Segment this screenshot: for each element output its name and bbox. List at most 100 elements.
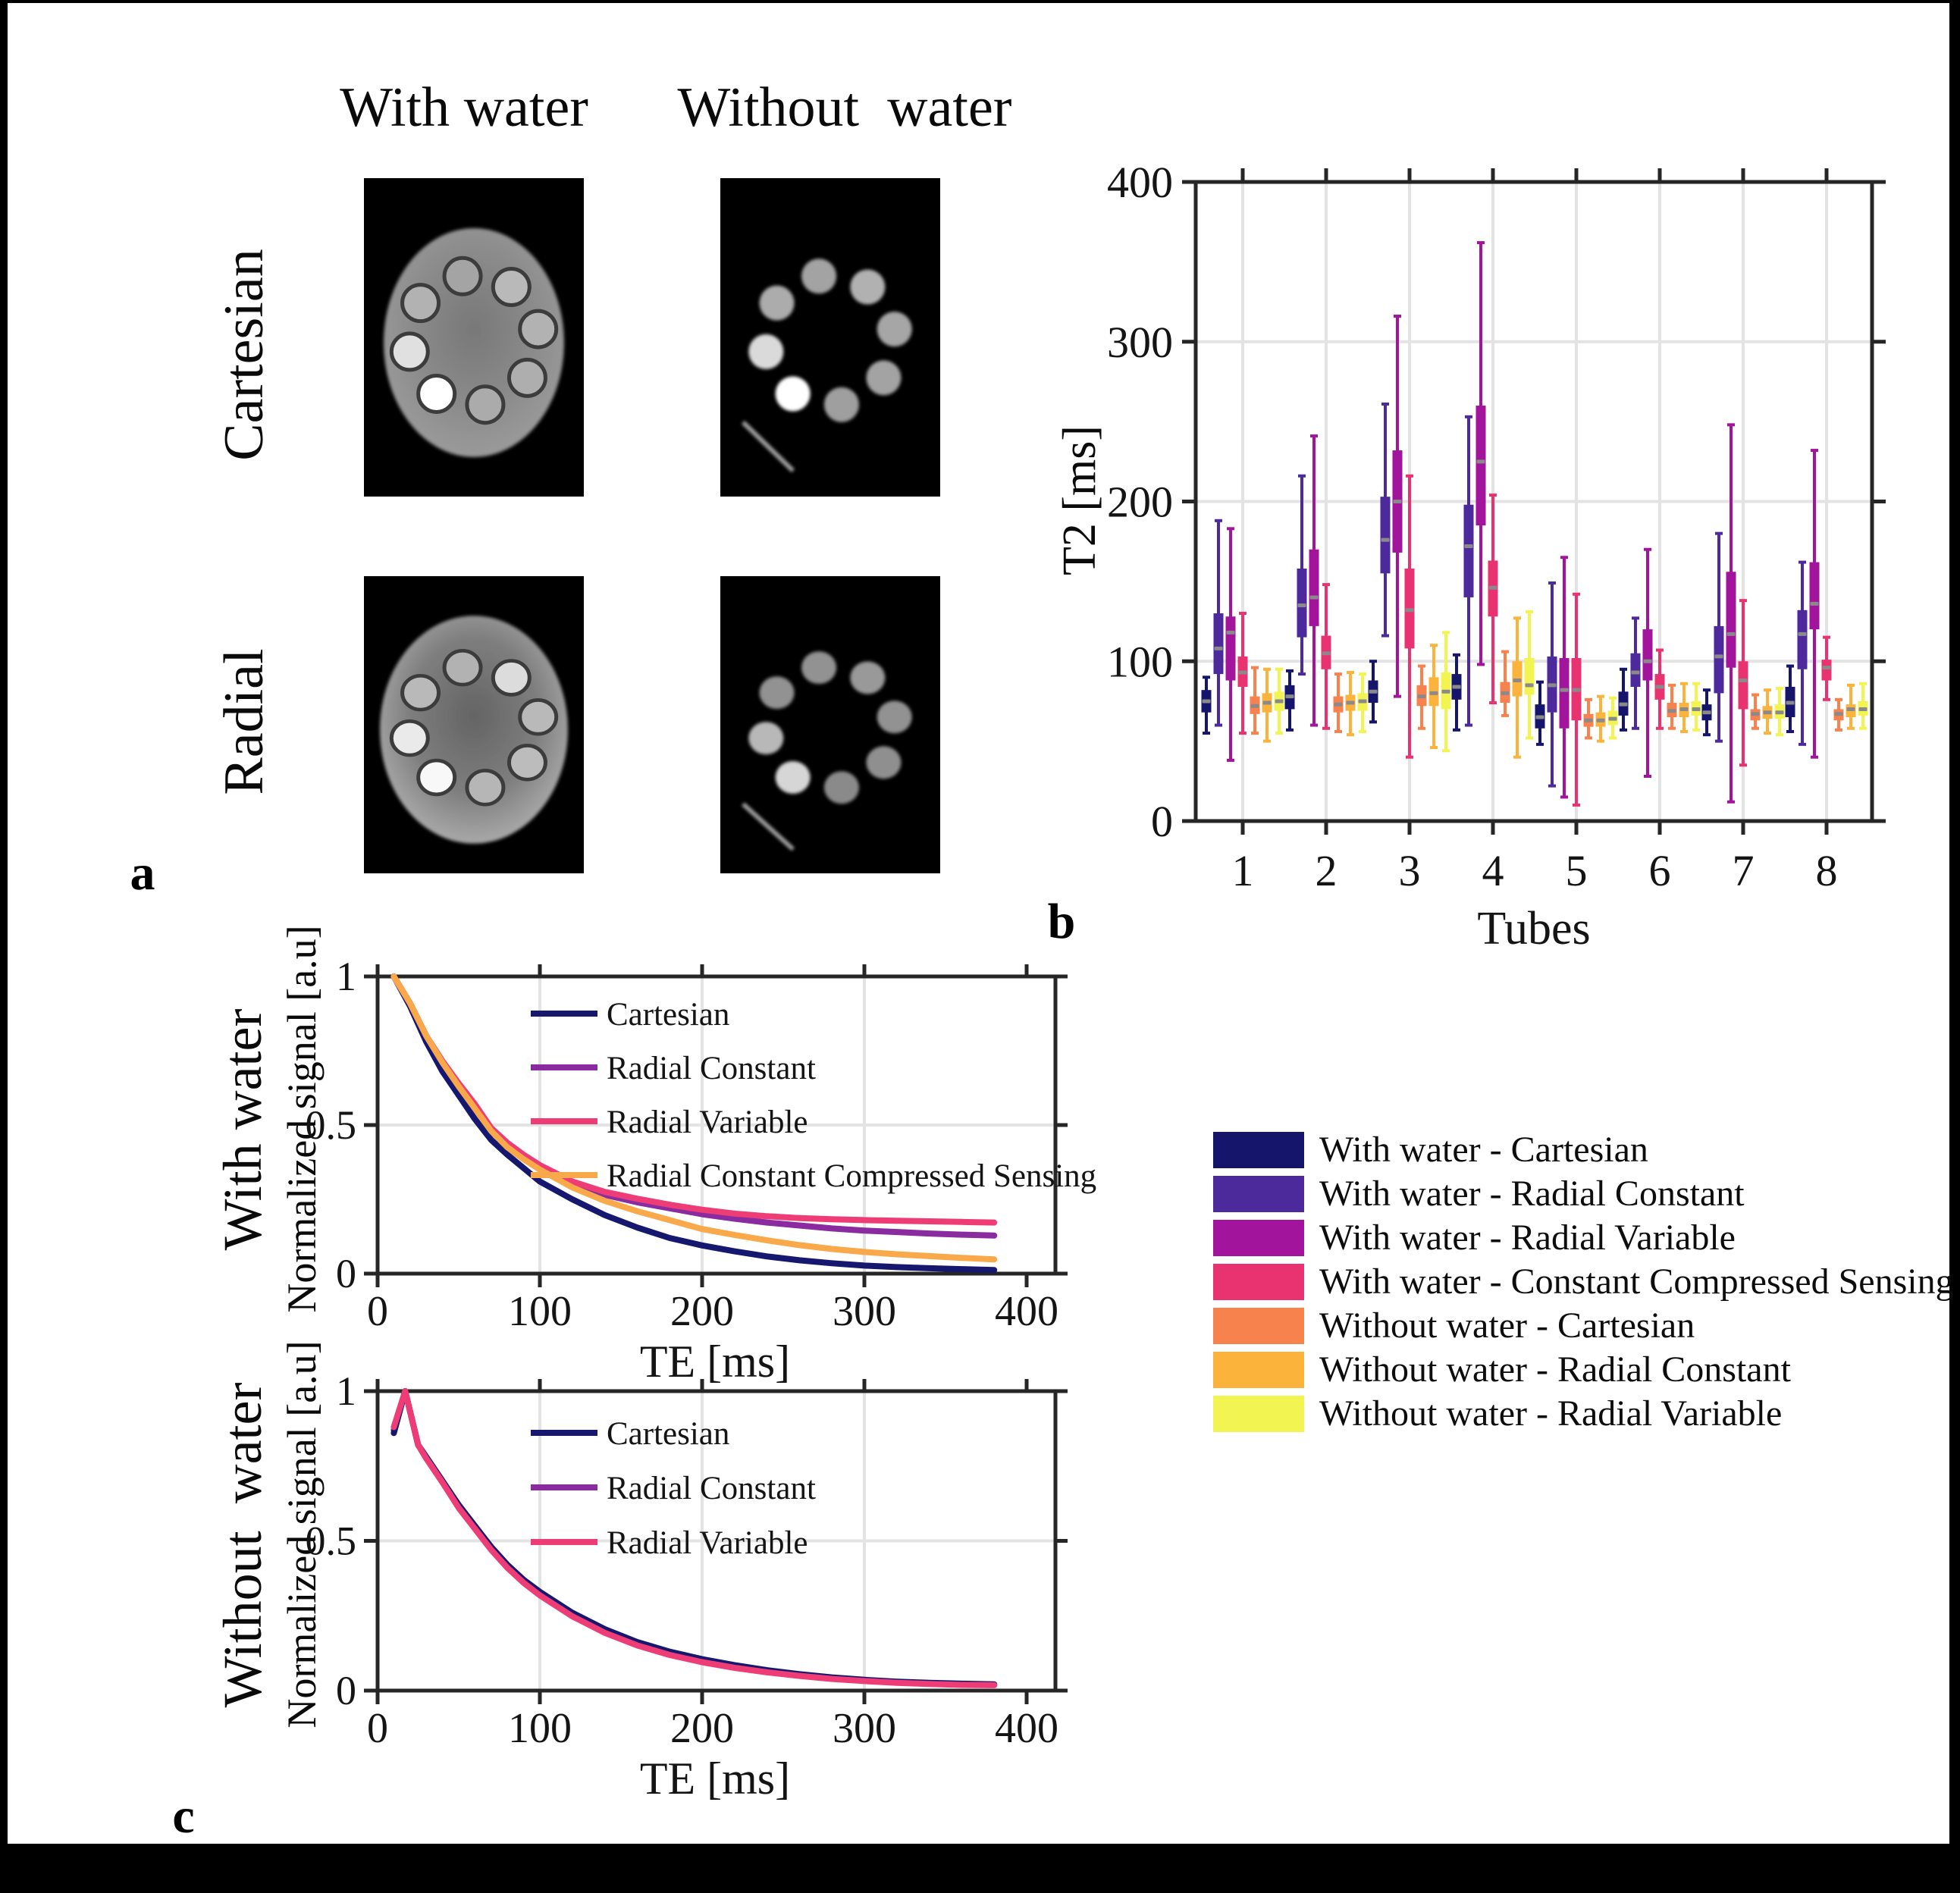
median xyxy=(1822,666,1831,670)
box xyxy=(1309,549,1319,626)
y-tick-label: 200 xyxy=(1107,478,1173,527)
box xyxy=(1380,497,1391,574)
median xyxy=(1702,710,1711,715)
phantom-tube-8 xyxy=(400,283,441,324)
phantom-tube-3 xyxy=(518,309,559,349)
phantom-tube-2 xyxy=(491,659,532,697)
phantom-tube-4 xyxy=(506,744,547,782)
phantom-tube-5 xyxy=(465,384,506,425)
median xyxy=(1655,685,1664,689)
median xyxy=(1464,544,1473,549)
phantom-tube-6 xyxy=(416,373,457,414)
phantom-tube-4 xyxy=(506,357,547,398)
median xyxy=(1441,689,1450,694)
boxplot-panel-b: 0 100 200 300 400 1 2 3 4 5 6 7 8 xyxy=(1107,158,1886,895)
median xyxy=(1358,699,1367,704)
box xyxy=(1463,504,1474,597)
y-tick-label: 400 xyxy=(1107,158,1173,207)
median xyxy=(1548,683,1557,688)
panel-letter-a: a xyxy=(130,845,155,901)
median xyxy=(1417,694,1426,699)
median xyxy=(1726,632,1736,636)
box xyxy=(1738,661,1748,710)
median xyxy=(1692,707,1701,711)
median xyxy=(1846,707,1855,711)
median xyxy=(1786,700,1795,705)
median xyxy=(1679,707,1689,711)
y-tick-label: 0.5 xyxy=(306,1102,357,1148)
box xyxy=(1475,406,1486,526)
phantom-tube-8 xyxy=(759,285,795,321)
curve-radial-constant-compressed-sensing xyxy=(390,973,998,1263)
median xyxy=(1262,700,1272,705)
x-tick-label: 6 xyxy=(1649,846,1671,895)
median xyxy=(1858,707,1867,711)
phantom-tube-3 xyxy=(877,700,912,734)
x-tick-label: 3 xyxy=(1399,846,1421,895)
phantom-tube-6 xyxy=(775,761,811,794)
xlabel-te-bottom: TE [ms] xyxy=(639,1754,791,1804)
x-tick-label: 8 xyxy=(1816,846,1838,895)
x-tick-label: 400 xyxy=(995,1705,1058,1752)
x-tick-label: 7 xyxy=(1733,846,1755,895)
box xyxy=(1297,569,1307,638)
curve-radial-variable xyxy=(390,1388,998,1688)
phantom-tube-6 xyxy=(775,376,811,412)
y-tick-label: 0 xyxy=(336,1668,356,1713)
panel-letter-c: c xyxy=(172,1788,195,1844)
figure-legend: With water - Cartesian With water - Radia… xyxy=(1213,1128,1954,1436)
phantom-tube-3 xyxy=(518,698,559,736)
box xyxy=(1726,572,1736,668)
panel-letter-b: b xyxy=(1047,894,1076,949)
median xyxy=(1714,654,1723,659)
median xyxy=(1596,718,1605,722)
median xyxy=(1775,710,1784,715)
box xyxy=(1213,613,1224,675)
median xyxy=(1631,670,1640,675)
line-chart-without-water: 0 100 200 300 400 0 0.5 1 Cartesian Radial Consta… xyxy=(306,1368,1068,1752)
boxplot-x-axis-label-text: Tubes xyxy=(1477,903,1591,945)
legend-entry-2: With water - Radial Variable xyxy=(1213,1216,1954,1260)
median xyxy=(1429,691,1438,695)
x-tick-label: 200 xyxy=(670,1288,734,1335)
median xyxy=(1452,685,1461,689)
legend-entry-1: With water - Radial Constant xyxy=(1213,1172,1954,1216)
legend-swatch xyxy=(1213,1352,1304,1388)
box xyxy=(1630,653,1641,687)
phantom-tube-1 xyxy=(801,259,837,294)
x-tick-label: 5 xyxy=(1566,846,1588,895)
median xyxy=(1393,500,1402,503)
median xyxy=(1751,712,1760,716)
legend-entry-label: Radial Constant xyxy=(607,1471,816,1506)
median xyxy=(1476,459,1485,464)
median xyxy=(1763,710,1772,715)
phantom-tube-4 xyxy=(866,746,902,779)
phantom-tube-1 xyxy=(442,255,483,296)
median xyxy=(1238,670,1247,675)
median xyxy=(1619,702,1628,707)
median xyxy=(1572,688,1581,692)
box-series-without-water-cartesian xyxy=(1250,650,1844,740)
legend-entry-3: With water - Constant Compressed Sensing xyxy=(1213,1260,1954,1304)
median xyxy=(1309,595,1319,600)
phantom-tube-5 xyxy=(823,771,859,804)
x-tick-label: 4 xyxy=(1482,846,1504,895)
xlabel-te-top: TE [ms] xyxy=(639,1337,791,1387)
legend-entry-5: Without water - Radial Constant xyxy=(1213,1348,1954,1392)
legend-label: With water - Radial Variable xyxy=(1319,1218,1736,1258)
y-tick-label: 1 xyxy=(336,954,356,999)
y-tick-label: 100 xyxy=(1107,637,1173,686)
legend-entry-4: Without water - Cartesian xyxy=(1213,1304,1954,1348)
phantom-image-cartesian-with-water xyxy=(364,178,584,497)
phantom-image-cartesian-without-water xyxy=(720,178,940,497)
phantom-tube-8 xyxy=(759,676,795,710)
median xyxy=(1798,632,1807,636)
median xyxy=(1834,712,1843,716)
median xyxy=(1381,537,1390,542)
phantom-tube-2 xyxy=(491,267,532,308)
box xyxy=(1642,629,1653,681)
legend-entry-label: Radial Constant xyxy=(607,1051,816,1086)
x-tick-label: 0 xyxy=(367,1705,388,1752)
legend-entry-0: With water - Cartesian xyxy=(1213,1128,1954,1172)
